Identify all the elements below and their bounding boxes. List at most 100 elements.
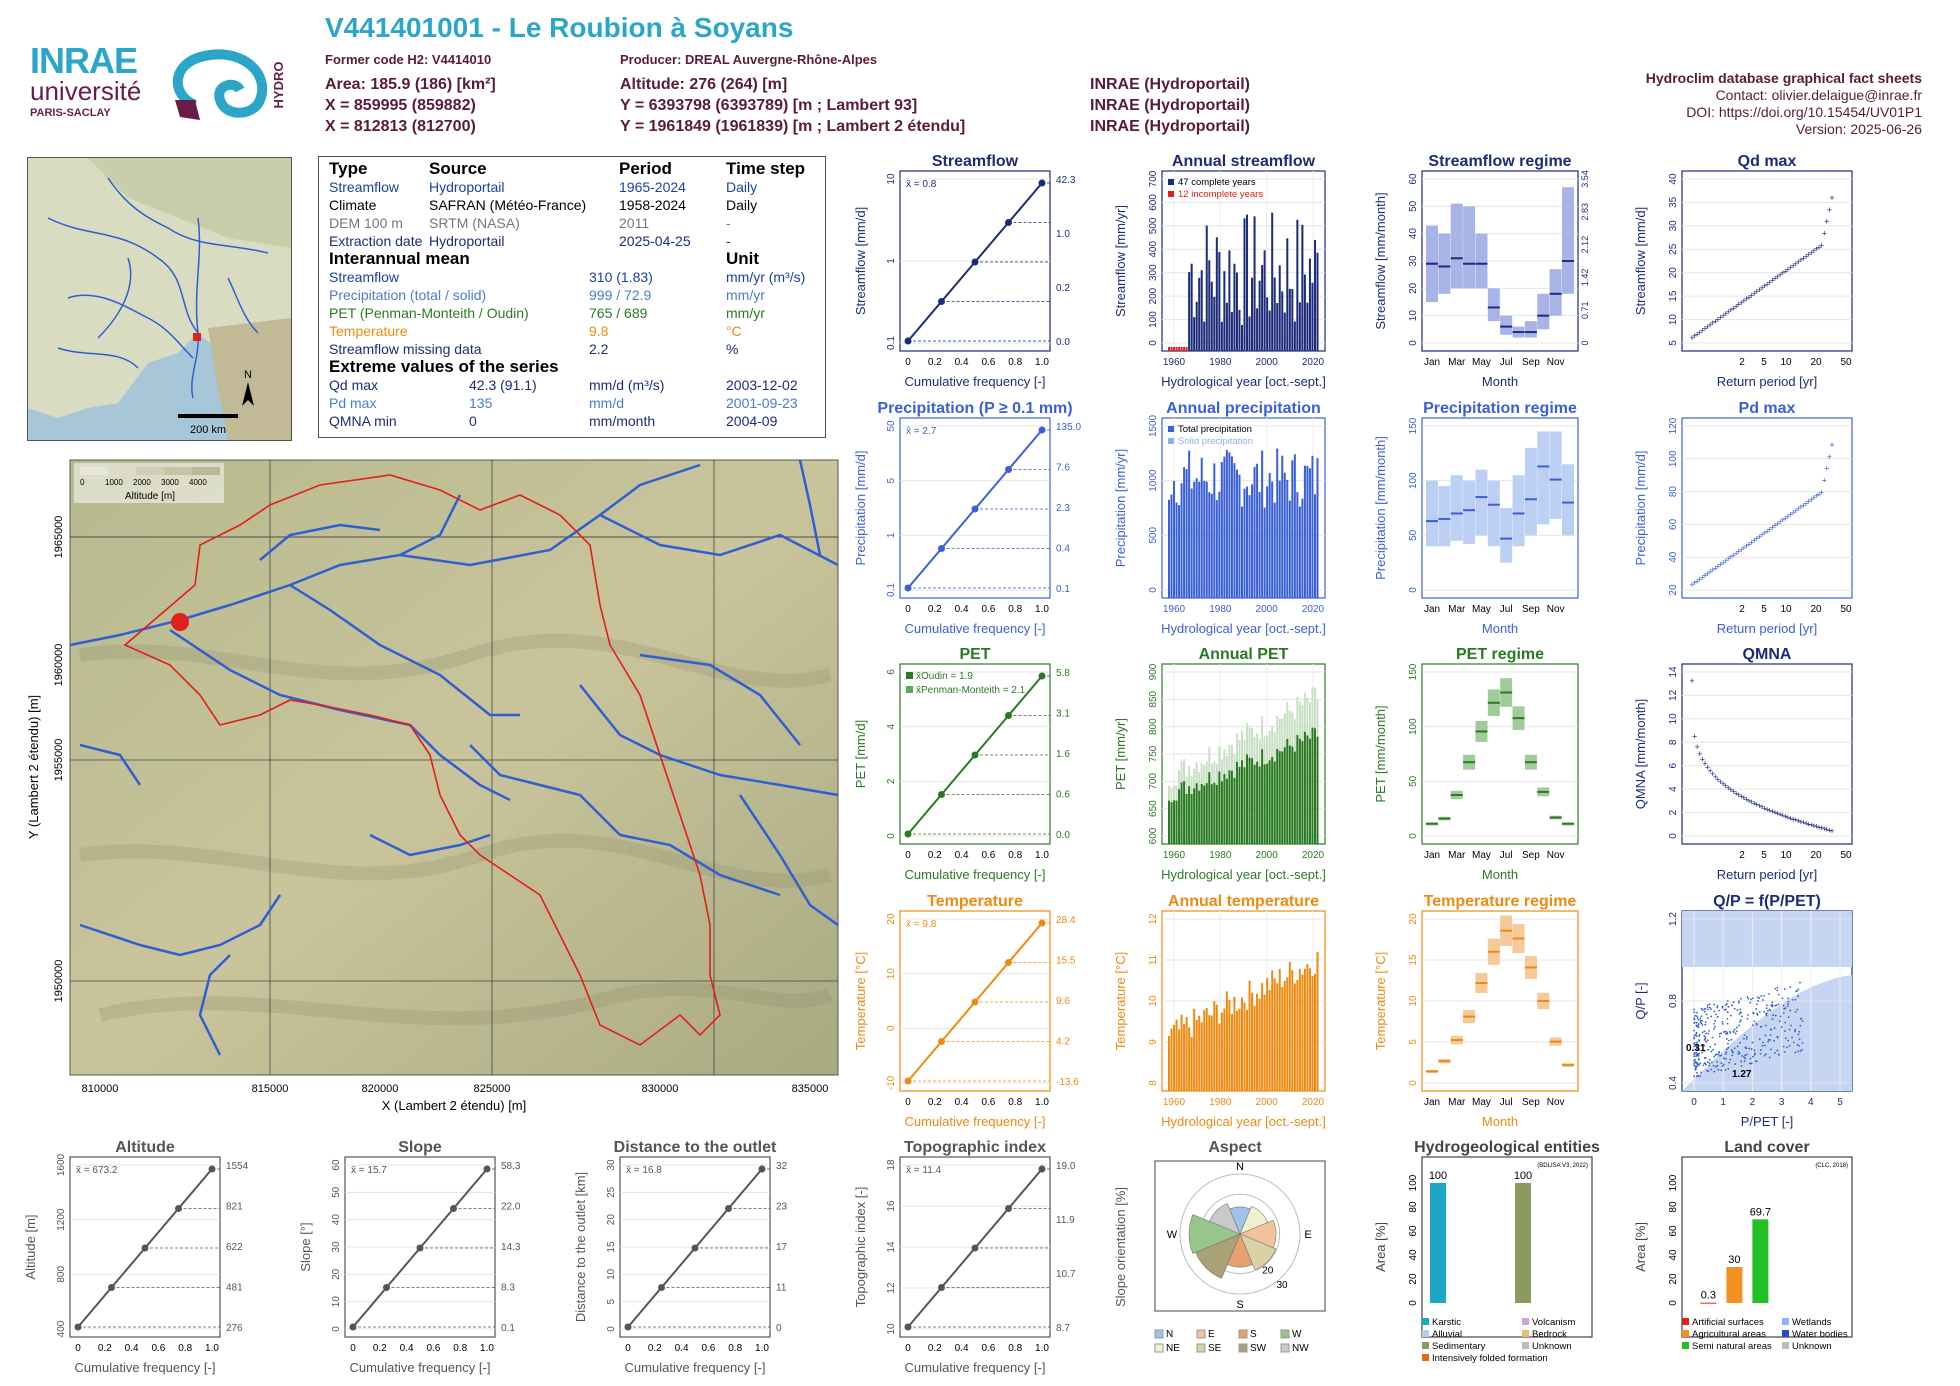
contact[interactable]: Contact: olivier.delaigue@inrae.fr [1715, 87, 1922, 103]
y-axis-label: Precipitation [mm/d] [853, 451, 868, 566]
source-2: INRAE (Hydroportail) [1090, 97, 1250, 114]
bar [1303, 274, 1306, 351]
x-tick: 1980 [1209, 850, 1232, 861]
bar [1291, 460, 1294, 598]
data-point: + [1775, 809, 1780, 819]
data-point [1725, 1038, 1728, 1040]
aspect-sector [1239, 1233, 1277, 1271]
data-point [1696, 1065, 1699, 1068]
bar [1286, 479, 1289, 598]
y-tick: 6 [1668, 762, 1679, 768]
y-tick: 200 [1148, 287, 1159, 304]
data-point [1776, 989, 1779, 992]
legend-label: N [1166, 1329, 1173, 1340]
legend-label: Solid precipitation [1178, 436, 1253, 447]
data-point [1729, 1058, 1732, 1061]
data-point [1769, 1039, 1771, 1041]
data-point: + [1780, 268, 1785, 278]
legend-swatch [1422, 1330, 1429, 1337]
data-point [1799, 1050, 1802, 1052]
bar [1263, 507, 1266, 598]
interannual-mean-title: Interannual mean [329, 249, 470, 268]
y-tick: 1960000 [53, 644, 65, 687]
legend-label: x̄Penman-Monteith = 2.1 [916, 685, 1026, 696]
bar [1726, 1267, 1743, 1303]
data-point [1762, 1041, 1764, 1044]
bar [1193, 317, 1196, 351]
bar [1238, 1008, 1241, 1091]
data-point [1721, 1020, 1724, 1023]
doi[interactable]: DOI: https://doi.org/10.15454/UV01P1 [1686, 104, 1922, 120]
bar [1208, 260, 1211, 351]
right-tick: 7.6 [1056, 463, 1070, 474]
data-point [1725, 1048, 1728, 1051]
data-point [1703, 1038, 1706, 1041]
data-point: + [1708, 766, 1713, 776]
data-point [1693, 1064, 1696, 1067]
bar [1190, 1037, 1193, 1091]
data-point [1712, 1048, 1714, 1051]
bar [1271, 212, 1274, 351]
data-point [1751, 1041, 1754, 1044]
data-point: + [1788, 263, 1793, 273]
right-tick: 0.0 [1056, 337, 1070, 348]
data-point: + [1770, 523, 1775, 533]
data-point: + [1720, 558, 1725, 568]
bar [1298, 968, 1301, 1091]
y-tick: 20 [1668, 584, 1679, 596]
x-tick: 20 [1810, 357, 1822, 368]
data-point: + [1728, 785, 1733, 795]
chart-streamflow_regime: Streamflow regime Month Streamflow [mm/mon… [1373, 153, 1590, 389]
data-point [1702, 1064, 1705, 1067]
data-point: + [1783, 513, 1788, 523]
x-tick: 0.6 [981, 604, 995, 615]
bar [1233, 777, 1236, 844]
bar [1228, 770, 1231, 844]
y-tick: 2 [886, 778, 897, 784]
data-point [1716, 1064, 1719, 1067]
bar [1261, 264, 1264, 351]
x-tick: 2020 [1302, 850, 1325, 861]
y-tick: 300 [1148, 264, 1159, 281]
y-tick: 40 [1668, 551, 1679, 563]
bar [1291, 746, 1294, 844]
right-tick: 276 [226, 1323, 243, 1334]
data-point: + [1780, 811, 1785, 821]
x-tick: 1980 [1209, 357, 1232, 368]
x-tick: 0 [905, 1097, 911, 1108]
regime-box [1426, 480, 1438, 547]
data-point: + [1715, 774, 1720, 784]
data-point [1694, 1068, 1697, 1071]
data-point: + [1809, 495, 1814, 505]
legend-swatch [1154, 1329, 1164, 1339]
data-point [1724, 1032, 1727, 1035]
x-tick: 0.2 [648, 1343, 662, 1354]
bar [1213, 782, 1216, 844]
x-tick: 0 [625, 1343, 631, 1354]
bar [1283, 747, 1286, 844]
bar [1243, 1002, 1246, 1091]
x-tick: 1.0 [480, 1343, 494, 1354]
plot-frame [1421, 663, 1579, 845]
data-point [1752, 1011, 1755, 1014]
bar [1170, 347, 1173, 351]
bar [1251, 758, 1254, 844]
data-point [1791, 999, 1794, 1001]
data-point [1797, 988, 1800, 991]
bar [1283, 980, 1286, 1091]
bar [1271, 970, 1274, 1091]
legend-swatch [1422, 1318, 1429, 1325]
data-point [1699, 1021, 1702, 1024]
former-code: Former code H2: V4414010 [325, 52, 492, 67]
bar [1306, 302, 1309, 351]
data-point [1726, 1022, 1729, 1025]
data-point [1733, 1028, 1736, 1031]
x-tick: 1.0 [1035, 604, 1049, 615]
right-tick: 8.3 [501, 1283, 515, 1294]
bar [1193, 1008, 1196, 1091]
bar [1190, 488, 1193, 598]
ratio-label: 1.27 [1732, 1069, 1752, 1080]
data-point [1698, 1058, 1700, 1061]
x-tick: 0.2 [928, 357, 942, 368]
chart-title: Precipitation regime [1423, 400, 1577, 417]
